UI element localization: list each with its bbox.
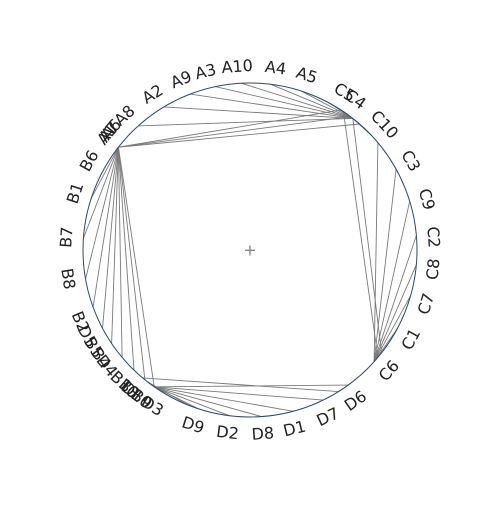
chord-line xyxy=(373,201,411,362)
chord-line xyxy=(241,82,353,119)
chord-line xyxy=(153,386,199,410)
node-label: C8 xyxy=(422,258,443,281)
node-label: C9 xyxy=(415,186,439,212)
chord-line xyxy=(373,264,417,362)
node-label: A3 xyxy=(193,60,218,84)
chord-line xyxy=(154,386,230,417)
chord-line xyxy=(111,147,119,344)
node-label: B7 xyxy=(56,226,76,248)
chord-line xyxy=(215,86,353,119)
node-label: A9 xyxy=(168,67,195,93)
chord-line xyxy=(154,384,349,388)
chord-line xyxy=(117,147,146,380)
chord-line xyxy=(190,93,353,119)
chord-line xyxy=(154,386,294,412)
chord-line xyxy=(154,386,262,418)
chords-group xyxy=(82,82,417,418)
node-label: A5 xyxy=(294,63,320,88)
chord-line xyxy=(146,381,188,406)
chord-line xyxy=(163,106,353,119)
node-label: D2 xyxy=(215,422,240,444)
node-label: D7 xyxy=(314,403,342,430)
chord-line xyxy=(117,147,155,387)
chord-line xyxy=(90,146,119,199)
chord-line xyxy=(117,147,123,358)
chord-line xyxy=(373,235,417,362)
node-label: C3 xyxy=(397,147,424,175)
chord-line xyxy=(102,147,119,329)
node-label: A10 xyxy=(221,56,254,77)
chord-line xyxy=(118,109,342,148)
node-label: B6 xyxy=(76,147,103,175)
node-label: A2 xyxy=(139,80,167,107)
node-label: C10 xyxy=(367,106,402,142)
node-label: C1 xyxy=(397,325,424,353)
chord-line xyxy=(154,386,324,401)
chord-line xyxy=(352,118,383,353)
node-label: D6 xyxy=(341,386,370,414)
chord-line xyxy=(142,377,339,393)
node-label: C7 xyxy=(414,291,438,317)
node-label: D8 xyxy=(251,423,275,444)
chord-line xyxy=(270,83,353,119)
node-label: D9 xyxy=(179,412,206,437)
node-label: B1 xyxy=(63,180,88,206)
chord-line xyxy=(373,142,379,362)
node-label: D1 xyxy=(281,417,307,441)
chord-line xyxy=(92,147,119,308)
center-marker: + xyxy=(243,241,256,260)
chord-line xyxy=(373,295,411,362)
chord-line xyxy=(342,111,379,358)
outer-circle xyxy=(82,82,418,418)
node-label: A4 xyxy=(264,57,288,79)
chord-line xyxy=(82,147,119,239)
chord-line xyxy=(85,147,119,280)
node-label: B8 xyxy=(57,267,79,291)
node-label: C6 xyxy=(375,356,403,385)
chord-line xyxy=(373,168,397,362)
chord-line xyxy=(301,90,354,119)
node-label: C2 xyxy=(423,226,443,249)
chord-line xyxy=(118,123,360,148)
chord-line xyxy=(373,328,398,362)
chord-line xyxy=(117,147,135,371)
chord-line xyxy=(118,116,351,148)
chord-line xyxy=(138,117,353,127)
